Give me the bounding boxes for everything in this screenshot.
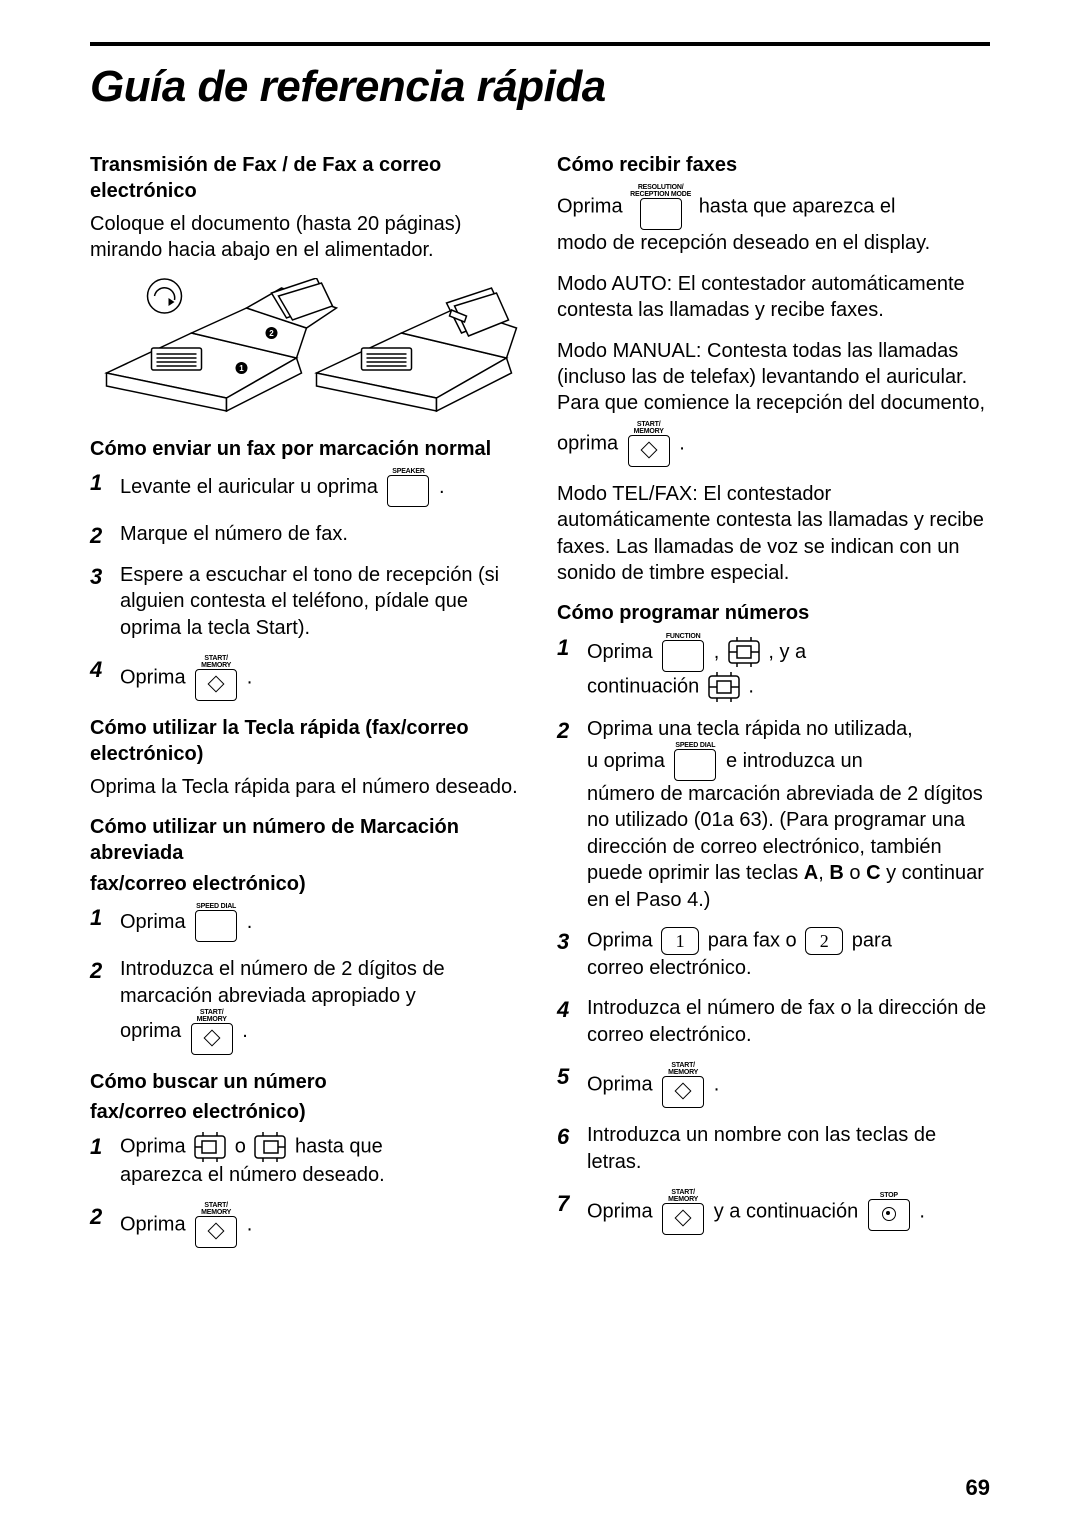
page-number: 69	[966, 1475, 990, 1501]
heading-speed-dial-b: fax/correo electrónico)	[90, 871, 523, 897]
heading-program: Cómo programar números	[557, 600, 990, 626]
step-text: Oprima	[120, 1135, 186, 1157]
step-item: 7 Oprima START/MEMORY y a continuación S…	[557, 1189, 990, 1235]
step-text: Espere a escuchar el tono de recepción (…	[120, 564, 499, 639]
step-text: oprima	[120, 1020, 181, 1042]
step-item: 1 Oprima FUNCTION , , y a contin	[557, 633, 990, 702]
step-text: Oprima	[120, 666, 186, 688]
fax-illustration: 2 1	[90, 278, 523, 420]
heading-send-normal: Cómo enviar un fax por marcación normal	[90, 436, 523, 462]
start-memory-button[interactable]: START/MEMORY	[193, 655, 239, 701]
step-item: 2 Introduzca el número de 2 dígitos de m…	[90, 956, 523, 1055]
nav-button[interactable]	[707, 672, 741, 702]
heading-search-a: Cómo buscar un número	[90, 1069, 523, 1095]
step-text: aparezca el número deseado.	[120, 1164, 385, 1186]
nav-button[interactable]	[727, 637, 761, 667]
key-1-button[interactable]: 1	[661, 927, 699, 955]
heading-rapid-key: Cómo utilizar la Tecla rápida (fax/corre…	[90, 715, 523, 768]
steps-speed-dial: 1 Oprima SPEED DIAL . 2 Introduzca el nú…	[90, 903, 523, 1055]
text-mode-auto: Modo AUTO: El contestador automáticament…	[557, 271, 990, 324]
speed-dial-button[interactable]: SPEED DIAL	[193, 903, 239, 942]
text-mode-manual: Modo MANUAL: Contesta todas las llamadas…	[557, 338, 990, 417]
steps-search: 1 Oprima o	[90, 1132, 523, 1248]
text-mode-telfax: Modo TEL/FAX: El contestador automáticam…	[557, 481, 990, 587]
heading-search-b: fax/correo electrónico)	[90, 1099, 523, 1125]
step-item: 4 Introduzca el número de fax o la direc…	[557, 995, 990, 1048]
diamond-icon	[675, 1083, 692, 1100]
svg-text:2: 2	[269, 329, 274, 338]
diamond-icon	[208, 1223, 225, 1240]
step-item: 2 Oprima una tecla rápida no utilizada, …	[557, 716, 990, 913]
step-item: 6 Introduzca un nombre con las teclas de…	[557, 1122, 990, 1175]
step-text: Oprima	[120, 911, 186, 933]
stop-button[interactable]: STOP	[866, 1192, 912, 1231]
step-item: 1 Levante el auricular u oprima SPEAKER …	[90, 468, 523, 507]
step-text: hasta que	[295, 1135, 383, 1157]
diamond-icon	[640, 441, 657, 458]
step-item: 3 Oprima 1 para fax o 2 para correo elec…	[557, 927, 990, 981]
step-text: Marque el número de fax.	[120, 523, 348, 545]
key-2-button[interactable]: 2	[805, 927, 843, 955]
start-memory-button[interactable]: START/MEMORY	[189, 1009, 235, 1055]
diamond-icon	[203, 1030, 220, 1047]
start-memory-button[interactable]: START/MEMORY	[193, 1202, 239, 1248]
step-item: 2 Marque el número de fax.	[90, 521, 523, 547]
heading-speed-dial-a: Cómo utilizar un número de Marcación abr…	[90, 814, 523, 867]
step-item: 3 Espere a escuchar el tono de recepción…	[90, 562, 523, 641]
page-title: Guía de referencia rápida	[90, 62, 606, 112]
diamond-icon	[675, 1209, 692, 1226]
step-item: 1 Oprima SPEED DIAL .	[90, 903, 523, 942]
svg-text:1: 1	[239, 364, 244, 373]
step-or: o	[235, 1135, 246, 1157]
speed-dial-button[interactable]: SPEED DIAL	[672, 742, 718, 781]
left-arrow-button[interactable]	[193, 1132, 227, 1162]
step-item: 4 Oprima START/MEMORY .	[90, 655, 523, 701]
start-memory-button[interactable]: START/MEMORY	[660, 1189, 706, 1235]
text-rapid-key: Oprima la Tecla rápida para el número de…	[90, 774, 523, 800]
step-item: 5 Oprima START/MEMORY .	[557, 1062, 990, 1108]
start-memory-button[interactable]: START/MEMORY	[660, 1062, 706, 1108]
diamond-icon	[208, 675, 225, 692]
stop-icon	[882, 1207, 896, 1221]
content-columns: Transmisión de Fax / de Fax a correo ele…	[90, 152, 990, 1459]
text-receive-mode: Oprima RESOLUTION/RECEPTION MODE hasta q…	[557, 184, 990, 256]
left-column: Transmisión de Fax / de Fax a correo ele…	[90, 152, 523, 1459]
speaker-button[interactable]: SPEAKER	[385, 468, 431, 507]
right-column: Cómo recibir faxes Oprima RESOLUTION/REC…	[557, 152, 990, 1459]
function-button[interactable]: FUNCTION	[660, 633, 706, 672]
steps-send-normal: 1 Levante el auricular u oprima SPEAKER …	[90, 468, 523, 701]
step-text: Introduzca el número de 2 dígitos de mar…	[120, 958, 445, 1006]
heading-receive: Cómo recibir faxes	[557, 152, 990, 178]
step-text: Levante el auricular u oprima	[120, 476, 378, 498]
step-text: número de marcación abreviada de 2 dígit…	[587, 783, 984, 911]
start-memory-button[interactable]: START/MEMORY	[626, 421, 672, 467]
step-text: Oprima	[120, 1213, 186, 1235]
resolution-mode-button[interactable]: RESOLUTION/RECEPTION MODE	[630, 184, 691, 230]
step-item: 2 Oprima START/MEMORY .	[90, 1202, 523, 1248]
text-coloque: Coloque el documento (hasta 20 páginas) …	[90, 211, 523, 264]
step-item: 1 Oprima o	[90, 1132, 523, 1188]
text-mode-manual-btn: oprima START/MEMORY .	[557, 421, 990, 467]
heading-transmision: Transmisión de Fax / de Fax a correo ele…	[90, 152, 523, 205]
top-rule	[90, 42, 990, 46]
right-arrow-button[interactable]	[253, 1132, 287, 1162]
steps-program: 1 Oprima FUNCTION , , y a contin	[557, 633, 990, 1235]
